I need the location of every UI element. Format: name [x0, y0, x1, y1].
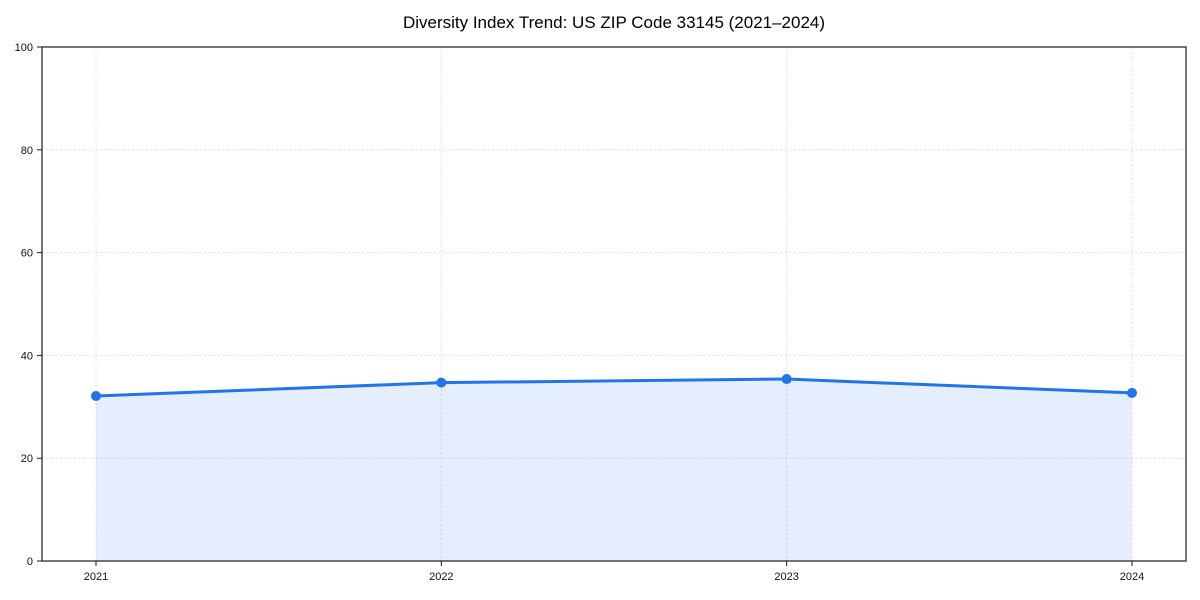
y-tick-label: 80 [21, 145, 33, 157]
trend-line [94, 377, 1134, 398]
area-fill [95, 379, 1133, 561]
x-tick-label: 2024 [1120, 571, 1144, 583]
x-tick-label: 2021 [84, 571, 108, 583]
data-point-2024 [1127, 387, 1138, 398]
data-point-2023 [781, 374, 792, 385]
axis-frame [41, 46, 1187, 562]
y-tick-label: 0 [27, 556, 33, 568]
y-tick-label: 100 [15, 42, 33, 54]
chart-title: Diversity Index Trend: US ZIP Code 33145… [402, 13, 826, 32]
data-point-2022 [436, 377, 447, 388]
data-point-2021 [90, 391, 101, 402]
x-tick-label: 2022 [429, 571, 453, 583]
y-tick-label: 20 [21, 453, 33, 465]
y-tick-label: 40 [21, 350, 33, 362]
x-tick-label: 2023 [774, 571, 798, 583]
y-tick-label: 60 [21, 248, 33, 260]
